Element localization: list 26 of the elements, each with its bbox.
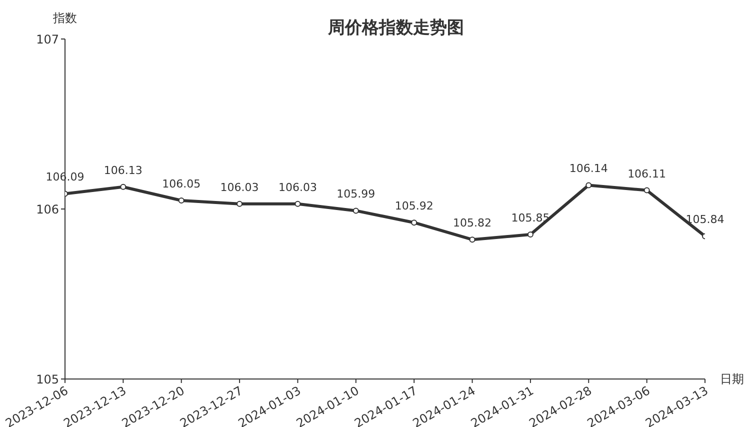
y-axis-title: 指数 <box>53 10 77 27</box>
data-label: 105.84 <box>686 213 724 226</box>
x-axis-title: 日期 <box>720 371 744 388</box>
point <box>644 187 650 194</box>
data-label: 105.92 <box>394 200 434 213</box>
data-label: 106.03 <box>220 180 259 194</box>
y-tick-label: 107 <box>36 32 59 46</box>
point <box>586 182 592 188</box>
point <box>352 208 359 214</box>
data-label: 106.14 <box>569 162 608 176</box>
point <box>236 200 243 207</box>
point <box>469 236 476 243</box>
data-label: 105.82 <box>453 216 492 230</box>
chart-title: 周价格指数走势图 <box>328 18 464 38</box>
data-label: 106.13 <box>104 164 142 177</box>
point <box>294 200 301 207</box>
y-tick-label: 105 <box>36 372 59 386</box>
y-tick-label: 106 <box>36 202 59 216</box>
data-label: 106.03 <box>278 180 317 194</box>
point <box>178 198 184 204</box>
point <box>120 184 126 190</box>
data-label: 105.99 <box>336 188 376 201</box>
data-label: 106.11 <box>628 167 666 180</box>
point <box>411 220 418 226</box>
data-label: 106.05 <box>162 178 201 190</box>
point <box>527 232 534 238</box>
